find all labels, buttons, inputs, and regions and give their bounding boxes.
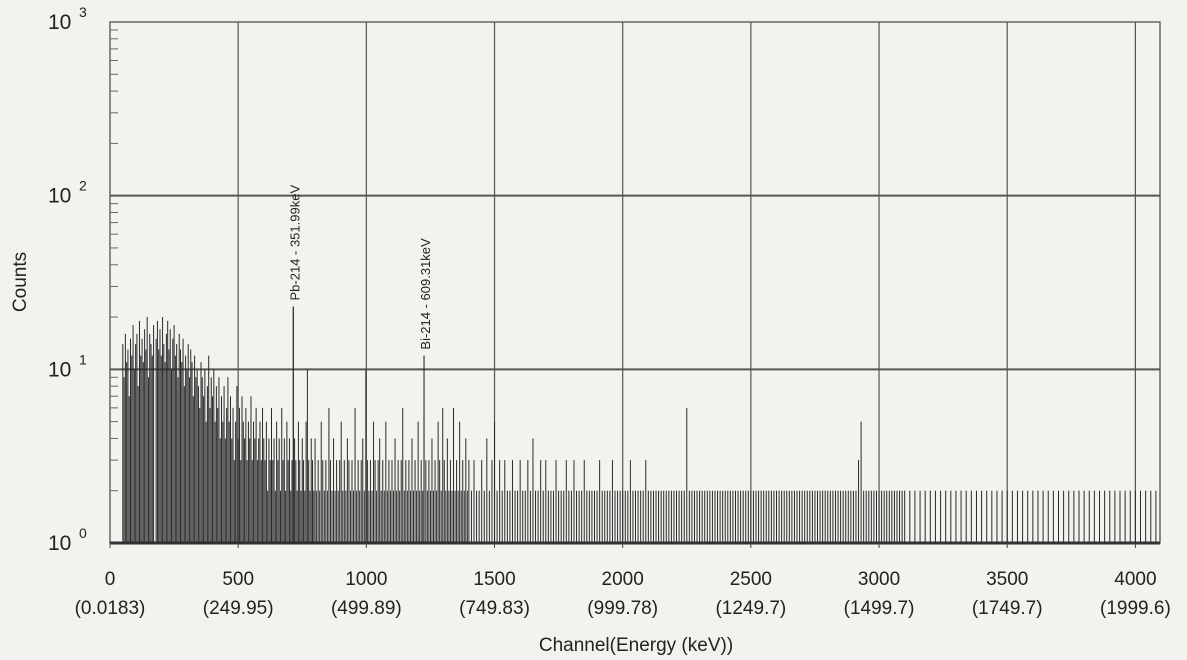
peak-annotation-label: Bi-214 - 609.31keV bbox=[418, 238, 433, 350]
x-tick-energy-label: (999.78) bbox=[587, 598, 658, 619]
y-tick-exponent: 2 bbox=[79, 178, 87, 194]
x-tick-label: 2000 bbox=[602, 569, 644, 590]
x-tick-label: 3500 bbox=[986, 569, 1028, 590]
x-tick-energy-label: (0.0183) bbox=[75, 598, 146, 619]
x-tick-label: 0 bbox=[105, 569, 116, 590]
x-tick-energy-label: (499.89) bbox=[331, 598, 402, 619]
y-axis-label: Counts bbox=[10, 252, 31, 312]
y-tick-exponent: 3 bbox=[79, 4, 87, 20]
x-tick-energy-label: (749.83) bbox=[459, 598, 530, 619]
x-tick-label: 2500 bbox=[730, 569, 772, 590]
plot-area-border bbox=[109, 21, 1161, 544]
x-tick-label: 1500 bbox=[473, 569, 515, 590]
x-tick-label: 4000 bbox=[1114, 569, 1156, 590]
x-tick-energy-label: (1499.7) bbox=[844, 598, 915, 619]
x-tick-energy-label: (249.95) bbox=[203, 598, 274, 619]
x-tick-label: 500 bbox=[222, 569, 254, 590]
y-tick-label: 10 bbox=[48, 358, 71, 381]
y-tick-exponent: 0 bbox=[79, 525, 87, 541]
y-tick-label: 10 bbox=[48, 185, 71, 208]
peak-annotation-label: Pb-214 - 351.99keV bbox=[287, 185, 302, 301]
y-tick-label: 10 bbox=[48, 532, 71, 555]
x-tick-label: 1000 bbox=[345, 569, 387, 590]
x-tick-energy-label: (1749.7) bbox=[972, 598, 1043, 619]
x-tick-energy-label: (1999.6) bbox=[1100, 598, 1171, 619]
y-tick-exponent: 1 bbox=[79, 351, 87, 367]
x-tick-label: 3000 bbox=[858, 569, 900, 590]
y-tick-label: 10 bbox=[48, 11, 71, 34]
x-tick-energy-label: (1249.7) bbox=[715, 598, 786, 619]
x-axis-label: Channel(Energy (keV)) bbox=[539, 635, 733, 656]
